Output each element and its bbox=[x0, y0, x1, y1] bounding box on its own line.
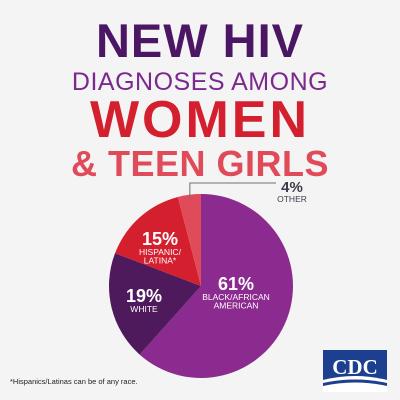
leader-line bbox=[189, 182, 276, 199]
slice-category-label-2: HISPANIC/ bbox=[139, 247, 182, 257]
slice-category-label-1: WHITE bbox=[130, 304, 158, 314]
title-line-1: NEW HIV bbox=[95, 14, 305, 67]
slice-category-label-0: BLACK/AFRICAN bbox=[202, 292, 270, 302]
slice-category-label-2: LATINA* bbox=[144, 256, 177, 266]
slice-value-label-3: 4% bbox=[281, 179, 303, 196]
title-line-3: WOMEN bbox=[89, 91, 311, 149]
cdc-logo-text: CDC bbox=[332, 355, 378, 379]
title-line-2: DIAGNOSES AMONG bbox=[71, 68, 329, 96]
slice-category-label-3: OTHER bbox=[277, 194, 307, 204]
slice-value-label-0: 61% bbox=[218, 274, 254, 294]
pie-slice-2 bbox=[115, 196, 201, 286]
pie-slice-0 bbox=[139, 194, 293, 378]
slice-value-label-2: 15% bbox=[142, 229, 178, 249]
title-line-4: & TEEN GIRLS bbox=[70, 143, 330, 184]
cdc-logo: CDC bbox=[323, 350, 387, 392]
pie-slice-3 bbox=[177, 194, 201, 286]
slice-category-label-0: AMERICAN bbox=[214, 301, 259, 311]
pie-slice-1 bbox=[109, 253, 201, 355]
footnote: *Hispanics/Latinas can be of any race. bbox=[10, 377, 138, 386]
slice-value-label-1: 19% bbox=[126, 286, 162, 306]
